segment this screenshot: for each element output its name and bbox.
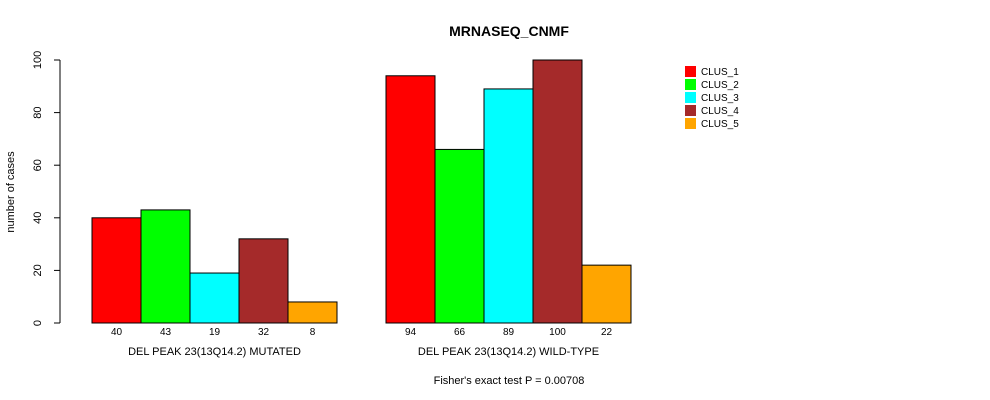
- group-label-2: DEL PEAK 23(13Q14.2) WILD-TYPE: [418, 346, 599, 358]
- bar-value-label: 89: [503, 327, 515, 338]
- bar-clus-5-group-2: [581, 264, 632, 324]
- chart-title: MRNASEQ_CNMF: [449, 23, 569, 39]
- bar-value-label: 19: [209, 327, 221, 338]
- bar-value-label: 43: [160, 327, 172, 338]
- legend-label-clus-1: CLUS_1: [701, 67, 739, 78]
- y-axis-label: number of cases: [5, 151, 17, 233]
- legend-swatch-clus-2: [685, 79, 696, 90]
- legend-label-clus-2: CLUS_2: [701, 80, 739, 91]
- group-label-1: DEL PEAK 23(13Q14.2) MUTATED: [128, 346, 301, 358]
- legend-label-clus-3: CLUS_3: [701, 93, 739, 104]
- bar-value-label: 66: [454, 327, 466, 338]
- bar-value-label: 94: [405, 327, 417, 338]
- bar-clus-4-group-1: [238, 238, 289, 324]
- group-labels: DEL PEAK 23(13Q14.2) MUTATED DEL PEAK 23(…: [128, 346, 599, 358]
- bar-value-label: 8: [310, 327, 316, 338]
- bar-value-label: 32: [258, 327, 270, 338]
- bar-clus-2-group-1: [140, 209, 191, 324]
- bar-clus-1-group-2: [385, 75, 436, 324]
- legend-swatch-clus-3: [685, 92, 696, 103]
- bar-value-label: 100: [549, 327, 566, 338]
- y-tick-label: 20: [32, 264, 44, 276]
- legend-label-clus-5: CLUS_5: [701, 119, 739, 130]
- y-tick-label: 0: [32, 320, 44, 326]
- bar-clus-1-group-1: [91, 217, 142, 324]
- bar-clus-3-group-2: [483, 88, 534, 324]
- y-axis: 0 20 40 60 80 100: [32, 51, 61, 326]
- y-tick-label: 100: [32, 51, 44, 69]
- y-tick-label: 80: [32, 106, 44, 118]
- bars: 40 43 19 32 8 94 66 89 100 22: [91, 59, 632, 338]
- legend: CLUS_1 CLUS_2 CLUS_3 CLUS_4 CLUS_5: [685, 66, 739, 130]
- legend-swatch-clus-4: [685, 105, 696, 116]
- fisher-test-footnote: Fisher's exact test P = 0.00708: [434, 375, 585, 387]
- bar-clus-2-group-2: [434, 148, 485, 324]
- bar-clus-3-group-1: [189, 272, 240, 324]
- bar-clus-4-group-2: [532, 59, 583, 324]
- y-tick-label: 40: [32, 212, 44, 224]
- legend-label-clus-4: CLUS_4: [701, 106, 739, 117]
- bar-clus-5-group-1: [287, 301, 338, 324]
- legend-swatch-clus-1: [685, 66, 696, 77]
- y-tick-label: 60: [32, 159, 44, 171]
- bar-value-label: 22: [601, 327, 613, 338]
- bar-value-label: 40: [111, 327, 123, 338]
- legend-swatch-clus-5: [685, 118, 696, 129]
